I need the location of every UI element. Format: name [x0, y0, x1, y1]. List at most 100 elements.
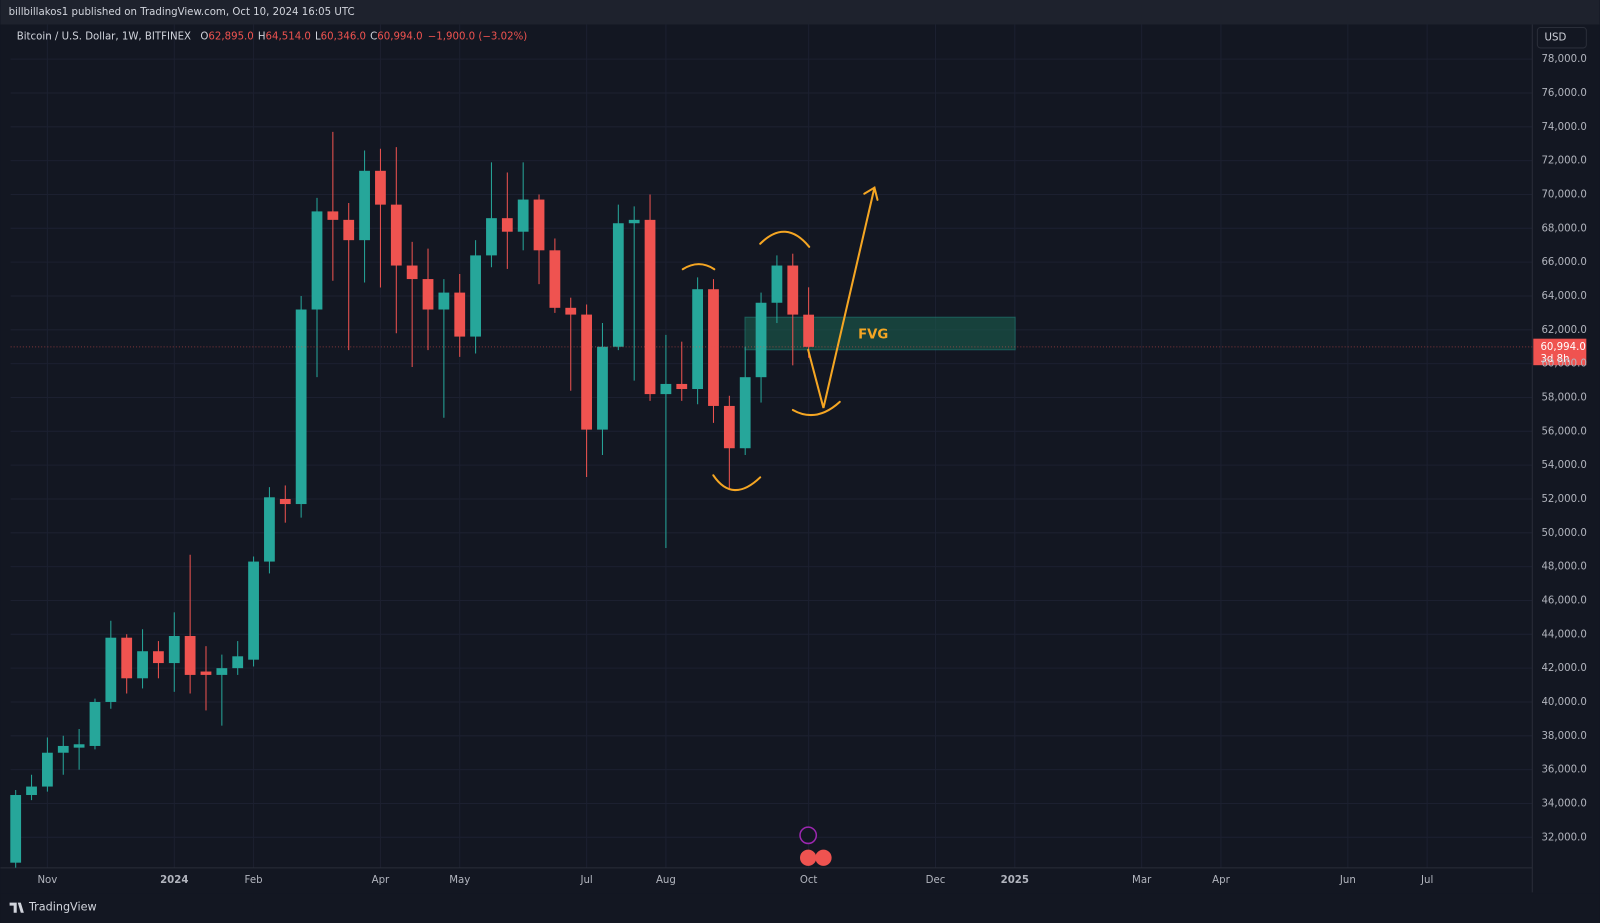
x-tick-label: Jun: [1339, 875, 1356, 886]
currency[interactable]: USD: [1545, 33, 1567, 44]
symbol-legend: Bitcoin / U.S. Dollar, 1W, BITFINEX O62,…: [17, 32, 528, 43]
candle-body: [708, 289, 719, 406]
candle-body: [121, 637, 133, 679]
x-tick-label: Nov: [37, 875, 57, 886]
y-tick-label: 32,000.0: [1541, 832, 1586, 843]
x-tick-label: Aug: [656, 875, 676, 886]
candle-body: [406, 265, 418, 280]
candle-body: [438, 292, 450, 310]
arc-left-shoulder: [681, 263, 716, 271]
candle-body: [803, 314, 815, 347]
ohlc-key: H: [258, 32, 266, 43]
y-tick-label: 40,000.0: [1541, 697, 1586, 708]
ohlc-key: C: [370, 32, 377, 43]
candle-body: [581, 314, 592, 430]
y-tick-label: 78,000.0: [1541, 54, 1586, 65]
candle-body: [644, 219, 656, 395]
candle-body: [57, 745, 69, 753]
candle-body: [26, 786, 37, 796]
grid: [10, 24, 1533, 868]
fvg-zone: [744, 316, 1016, 351]
footer-bar: [0, 893, 1600, 923]
candle-body: [486, 218, 497, 256]
candle-body: [422, 279, 434, 310]
x-tick-label: Apr: [372, 875, 390, 886]
ohlc-value: −1,900.0 (−3.02%): [428, 32, 528, 43]
candle-body: [771, 265, 783, 303]
y-tick-label: 72,000.0: [1541, 156, 1586, 167]
flag-icon[interactable]: [815, 849, 832, 866]
candle-body: [105, 637, 117, 702]
candle-body: [375, 170, 386, 205]
symbol-title: Bitcoin / U.S. Dollar, 1W, BITFINEX: [17, 32, 191, 43]
candle-body: [343, 219, 355, 241]
candle-body: [10, 795, 22, 863]
candle-body: [517, 199, 529, 232]
brand-logo: [9, 902, 24, 913]
candle-body: [787, 265, 799, 315]
candle-body: [248, 561, 259, 660]
candle-body: [692, 289, 704, 390]
candle-body: [565, 307, 577, 315]
candles: [10, 131, 815, 868]
candle-body: [597, 346, 608, 430]
arrow-head: [863, 186, 879, 201]
y-tick-label: 68,000.0: [1541, 223, 1586, 234]
y-tick-label: 44,000.0: [1541, 629, 1586, 640]
x-tick-label: Apr: [1212, 875, 1230, 886]
x-tick-label: Jul: [579, 875, 592, 886]
brand: TradingView: [28, 901, 97, 914]
candle-body: [184, 636, 196, 675]
countdown: 3d 8h: [1540, 354, 1569, 365]
y-tick-label: 34,000.0: [1541, 798, 1586, 809]
candle-body: [232, 656, 244, 669]
y-tick-label: 38,000.0: [1541, 731, 1586, 742]
y-tick-label: 76,000.0: [1541, 88, 1586, 99]
flag-icon[interactable]: [800, 849, 817, 866]
x-tick-label: Dec: [926, 875, 946, 886]
candle-body: [501, 218, 513, 232]
projection-arrow: [807, 186, 876, 409]
candle-body: [628, 219, 640, 224]
arc-left-bottom: [712, 474, 762, 492]
x-tick-label: Feb: [245, 875, 263, 886]
y-tick-label: 60,000.0: [1541, 359, 1586, 370]
publisher: billbillakos1 published on TradingView.c…: [9, 7, 355, 18]
currency-box[interactable]: [1536, 27, 1587, 49]
x-tick-label: 2024: [160, 875, 188, 886]
event-icon[interactable]: [799, 826, 818, 845]
candle-body: [73, 744, 85, 748]
candle-body: [359, 170, 370, 241]
candle-body: [612, 223, 624, 347]
arc-head: [759, 230, 811, 248]
y-tick-label: 52,000.0: [1541, 494, 1586, 505]
candle-body: [723, 405, 735, 449]
y-tick-label: 42,000.0: [1541, 663, 1586, 674]
top-bar: [0, 0, 1600, 25]
candle-body: [311, 211, 323, 310]
candle-body: [137, 651, 148, 679]
fvg-label: FVG: [858, 328, 888, 343]
candle-body: [279, 498, 291, 505]
candle-body: [327, 211, 339, 220]
arc-right-bottom: [791, 400, 841, 417]
y-tick-label: 74,000.0: [1541, 122, 1586, 133]
x-tick-label: May: [449, 875, 470, 886]
candle-body: [470, 255, 481, 337]
ohlc-value: 62,895.0: [208, 32, 253, 43]
candle-body: [216, 668, 228, 675]
candle-body: [89, 701, 101, 746]
candle-body: [660, 383, 672, 395]
y-tick-label: 70,000.0: [1541, 189, 1586, 200]
y-tick-label: 50,000.0: [1541, 528, 1586, 539]
price-tag: 60,994.03d 8h: [10, 338, 1587, 366]
ohlc-key: O: [200, 32, 208, 43]
candle-body: [264, 497, 275, 562]
y-tick-label: 56,000.0: [1541, 426, 1586, 437]
y-tick-label: 36,000.0: [1541, 765, 1586, 776]
x-tick-label: 2025: [1001, 875, 1029, 886]
candle-body: [153, 651, 164, 664]
candle-body: [295, 309, 307, 505]
